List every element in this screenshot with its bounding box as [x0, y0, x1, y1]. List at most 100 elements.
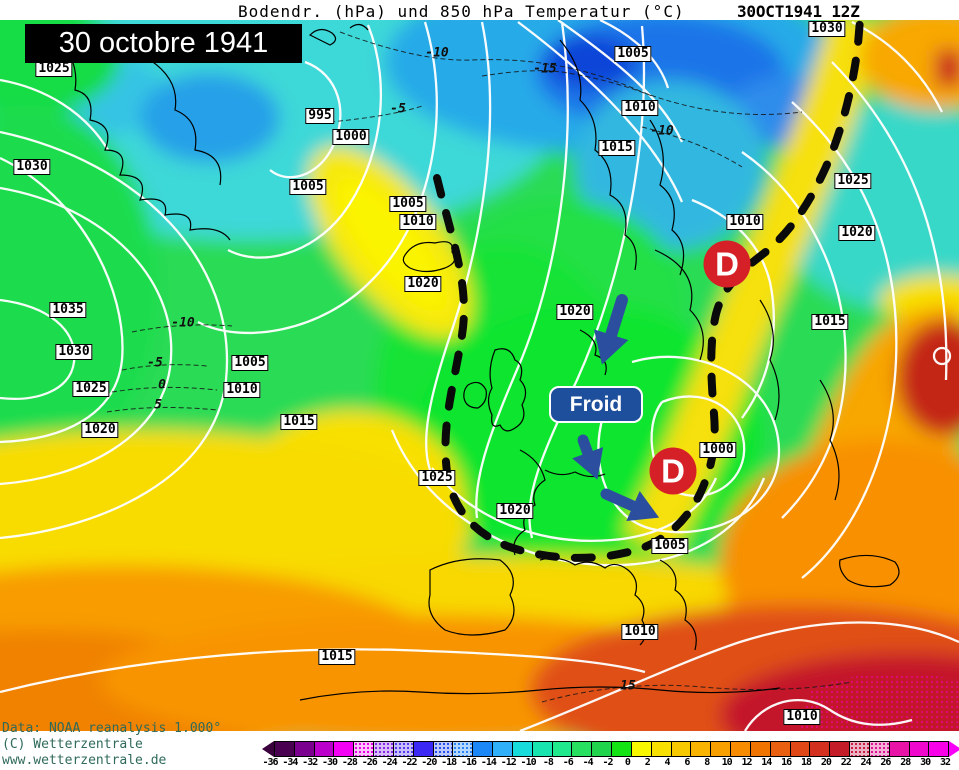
colorbar-tick-label: 22 [840, 757, 852, 768]
colorbar-segment [929, 742, 949, 756]
pressure-label: 1020 [838, 225, 876, 241]
colorbar-segment [592, 742, 613, 756]
pressure-label: 1005 [289, 179, 327, 195]
pressure-label: 1020 [556, 304, 594, 320]
cold-air-dashed-outline [433, 20, 864, 562]
coastlines-layer [54, 23, 900, 701]
colorbar-tick-label: 16 [781, 757, 792, 768]
colorbar-tick-label: 10 [721, 757, 733, 768]
temp-contours-layer [106, 31, 853, 703]
pressure-label: 1025 [72, 381, 110, 397]
temperature-label: -10 [650, 123, 674, 139]
colorbar-tick-label: 30 [920, 757, 931, 768]
pressure-label: 1005 [389, 196, 427, 212]
colorbar-segment [294, 742, 315, 756]
pressure-label: 1010 [399, 214, 437, 230]
pressure-label: 1025 [418, 470, 456, 486]
cold-label-text: Froid [569, 392, 623, 416]
pressure-label: 1020 [81, 422, 119, 438]
colorbar-tick-label: -10 [520, 757, 537, 768]
low-pressure-marker: D [703, 240, 751, 288]
colorbar-segment [671, 742, 692, 756]
map-title: Bodendr. (hPa) und 850 hPa Temperatur (°… [238, 2, 685, 21]
credits-website[interactable]: www.wetterzentrale.de [2, 753, 167, 768]
map-datetime: 30OCT1941 12Z [737, 2, 860, 21]
colorbar-tick-label: -32 [302, 757, 318, 768]
temperature-label: -10 [171, 315, 195, 331]
colorbar-segment [453, 742, 474, 756]
pressure-label: 1030 [808, 21, 846, 37]
colorbar-segment [612, 742, 632, 756]
pressure-label: 1015 [811, 314, 849, 330]
title-bar: Bodendr. (hPa) und 850 hPa Temperatur (°… [0, 0, 959, 21]
colorbar-tick-label: 6 [684, 757, 690, 768]
colorbar-segments [274, 741, 949, 757]
cold-arrow-north [594, 294, 629, 365]
temperature-label: 0 [158, 377, 166, 393]
colorbar-tick-label: 24 [860, 757, 872, 768]
colorbar-segment [869, 742, 890, 756]
cold-label-badge: Froid [549, 386, 643, 423]
pressure-label: 1035 [49, 302, 87, 318]
colorbar-tick-label: 12 [741, 757, 752, 768]
pressure-label: 1000 [332, 129, 370, 145]
colorbar-right-arrow [949, 741, 959, 757]
colorbar-segment [830, 742, 851, 756]
pressure-label: 1010 [726, 214, 764, 230]
colorbar-segment [393, 742, 414, 756]
temperature-label: -5 [390, 101, 406, 117]
colorbar-segment [850, 742, 870, 756]
colorbar-tick-label: -28 [341, 757, 358, 768]
colorbar-tick-label: 8 [704, 757, 710, 768]
colorbar-segment [433, 742, 454, 756]
pressure-label: 1005 [651, 538, 689, 554]
date-overlay-text: 30 octobre 1941 [58, 27, 269, 59]
colorbar-segment [512, 742, 533, 756]
colorbar-tick-label: 26 [880, 757, 891, 768]
colorbar-tick-label: 18 [800, 757, 812, 768]
colorbar-segment [651, 742, 672, 756]
pressure-label: 1025 [834, 173, 872, 189]
colorbar-segment [493, 742, 513, 756]
pressure-label: 1010 [621, 624, 659, 640]
colorbar-tick-labels: -36 -34 -32 -30 -28 -26 -24 -22 -20 -18 -16 -14 -12-… [262, 757, 959, 769]
pressure-label: 1005 [231, 355, 269, 371]
pressure-label: 1015 [318, 649, 356, 665]
colorbar-segment [334, 742, 355, 756]
pressure-label: 1015 [598, 140, 636, 156]
colorbar-segment [691, 742, 712, 756]
weather-map-canvas [0, 20, 959, 731]
pressure-label: 1030 [55, 344, 93, 360]
pressure-label: 1005 [614, 46, 652, 62]
colorbar-segment [631, 742, 652, 756]
colorbar-segment [473, 742, 494, 756]
colorbar-tick-label: -6 [562, 757, 574, 768]
colorbar-segment [711, 742, 732, 756]
cold-advection-arrows [572, 294, 660, 522]
colorbar-tick-label: -30 [322, 757, 338, 768]
colorbar-tick-label: 32 [939, 757, 951, 768]
colorbar-segment [354, 742, 375, 756]
colorbar-tick-label: 4 [664, 757, 671, 768]
colorbar-segment [552, 742, 573, 756]
colorbar-tick-label: -18 [441, 757, 457, 768]
colorbar-segment [374, 742, 394, 756]
colorbar-tick-label: 28 [900, 757, 911, 768]
colorbar-segment [889, 742, 910, 756]
colorbar-tick-label: -8 [542, 757, 554, 768]
pressure-label: 1020 [496, 503, 534, 519]
date-overlay: 30 octobre 1941 [25, 24, 302, 63]
colorbar-tick-label: -12 [500, 757, 517, 768]
pressure-label: 995 [305, 108, 335, 124]
cold-arrow-center [572, 434, 604, 480]
colorbar-segment [572, 742, 593, 756]
pressure-label: 1010 [621, 100, 659, 116]
colorbar-tick-label: 0 [624, 757, 631, 768]
colorbar-segment [731, 742, 751, 756]
colorbar-tick-label: 2 [644, 757, 651, 768]
pressure-label: 1030 [13, 159, 51, 175]
colorbar-segment [909, 742, 930, 756]
temperature-label: 5 [154, 397, 162, 413]
temperature-label: -5 [147, 355, 163, 371]
